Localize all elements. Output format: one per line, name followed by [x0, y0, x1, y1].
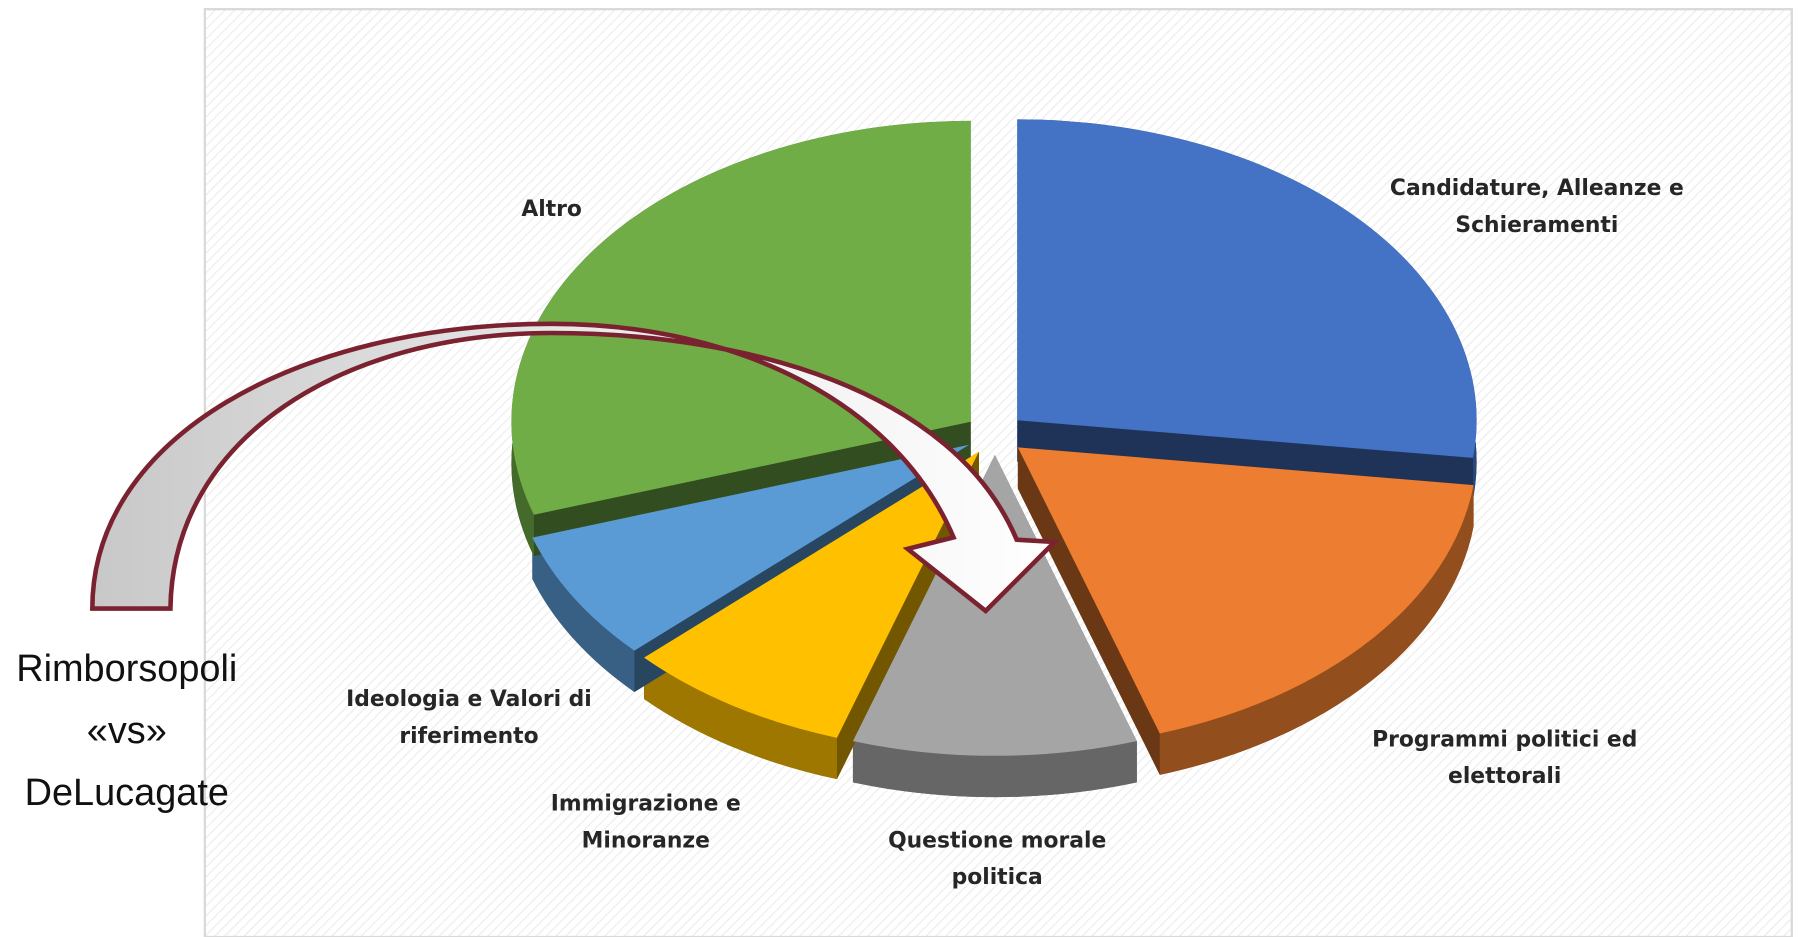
slice-label: Ideologia e Valori di riferimento — [346, 686, 592, 749]
labels: Candidature, Alleanze e Schieramenti Prog… — [346, 175, 1684, 890]
slice-wall — [836, 451, 979, 780]
slice — [644, 451, 979, 738]
label-box: Programmi politici ed elettorali — [1372, 726, 1638, 789]
slice-edge — [644, 657, 837, 780]
slice-label: Questione morale politica — [888, 827, 1107, 890]
slice-wall — [1017, 447, 1160, 775]
label-box: Immigrazione e Minoranze — [550, 791, 741, 854]
slice-label: Altro — [521, 196, 582, 222]
pie — [511, 119, 1477, 798]
arrow — [90, 321, 1060, 614]
label-box: Questione morale politica — [888, 827, 1107, 890]
label-box: Altro — [521, 196, 582, 222]
slice-label: Immigrazione e Minoranze — [550, 791, 741, 854]
slice-edge — [852, 741, 1137, 798]
slice-label: Programmi politici ed elettorali — [1372, 726, 1638, 789]
label-box: Ideologia e Valori di riferimento — [346, 686, 592, 749]
slice-label: Candidature, Alleanze e Schieramenti — [1389, 175, 1684, 238]
annotation: Rimborsopoli «vs» DeLucagate — [16, 646, 238, 813]
slice — [1017, 119, 1477, 458]
slice — [1017, 447, 1474, 734]
slice-edge — [1159, 485, 1474, 775]
slice — [532, 444, 970, 651]
slice — [852, 454, 1137, 756]
slice-edge — [532, 537, 635, 692]
annotation-box: Rimborsopoli «vs» DeLucagate — [16, 646, 238, 813]
label-box: Candidature, Alleanze e Schieramenti — [1389, 175, 1684, 238]
